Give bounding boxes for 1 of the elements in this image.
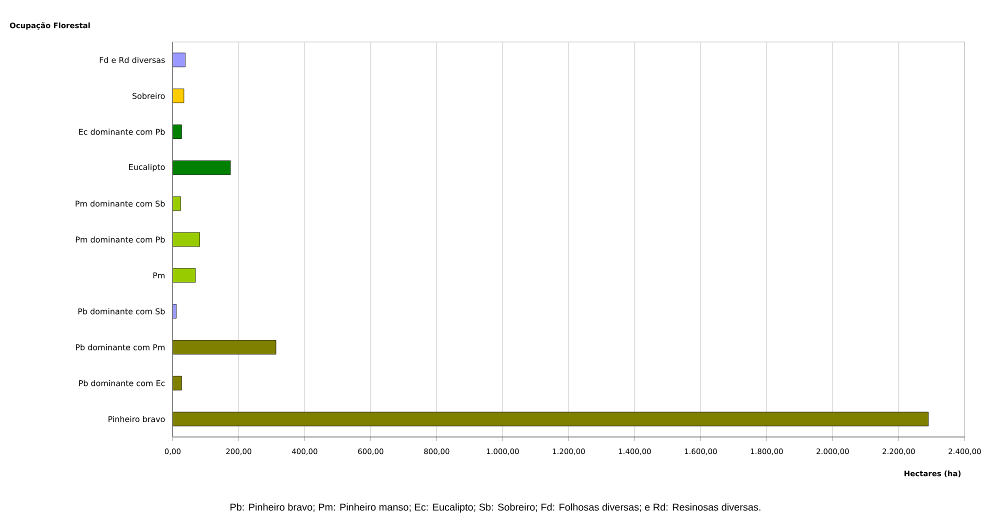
- text: Pb: Pinheiro bravo; Pm: Pinheiro manso; Ec: Eucalipto; Sb: Sobreiro; Fd: Folhosas diversas; e Rd: Resinosas diversas.: [230, 503, 760, 513]
